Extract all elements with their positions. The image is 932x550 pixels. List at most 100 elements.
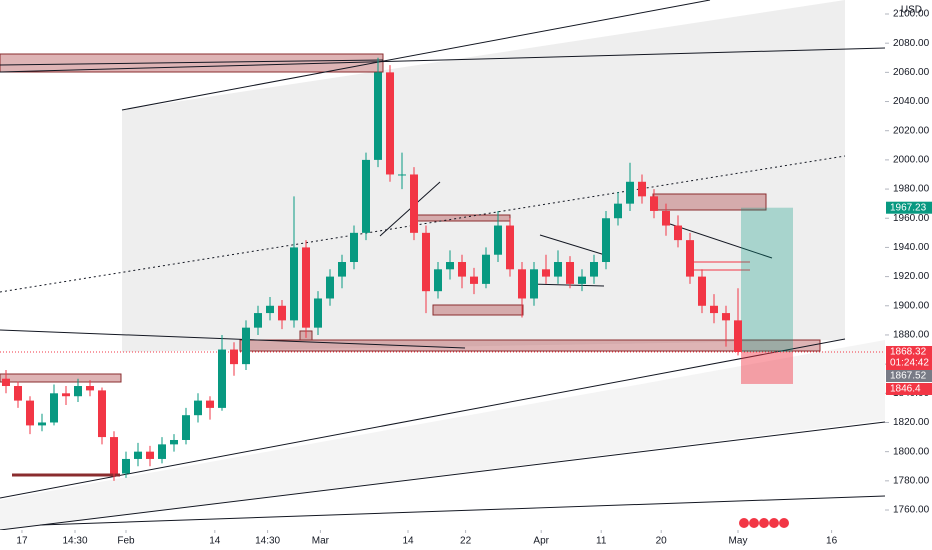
x-tick-label: Apr [533,536,549,547]
trend-line [121,0,711,111]
trend-line [529,283,605,287]
candle-body [158,444,166,459]
candle-body [626,181,634,204]
candle-body [374,72,382,160]
event-flags [739,518,789,528]
trend-line [0,421,886,531]
y-tick-label: 1980.00 [893,184,930,195]
zone [0,373,122,383]
candle-body [314,298,322,328]
candle-body [398,174,406,176]
flag [759,518,769,528]
price-label: 1867.52 [890,371,927,382]
candle-body [338,262,346,277]
flag [779,518,789,528]
countdown: 01:24:42 [890,358,929,369]
x-tick-label: 14:30 [255,536,280,547]
y-tick-label: 1940.00 [893,242,930,253]
y-tick-label: 1920.00 [893,271,930,282]
channel-shade [122,0,845,352]
candle-body [662,210,670,226]
price-label-bg [886,382,932,395]
candle-body [206,400,214,408]
trend-line [39,495,886,526]
candle-body [614,203,622,219]
price-label: 1967.23 [890,202,927,213]
candle-body [230,349,238,365]
candle-body [218,349,226,408]
target-zone [741,207,793,352]
x-tick-label: 14 [402,536,414,547]
candle-body [170,439,178,445]
trend-line [669,223,773,259]
x-tick-label: 20 [656,536,668,547]
zone [239,339,821,352]
price-label-bg [886,201,932,214]
candle-body [2,378,10,387]
candle-body [734,320,742,352]
trend-line [539,234,606,256]
price-axis [885,0,932,550]
price-label-bg [886,369,932,382]
candle-body [590,262,598,277]
candle-body [362,159,370,233]
candle-body [134,451,142,459]
candle-body [434,269,442,292]
x-tick-label: 11 [596,536,607,547]
candle-body [722,313,730,321]
candle-body [494,225,502,255]
trend-line [0,338,846,499]
y-tick-label: 1900.00 [893,300,930,311]
x-tick-label: 22 [460,536,472,547]
x-tick-label: 17 [16,536,28,547]
candle-body [482,254,490,284]
candle-body [638,181,646,197]
y-tick-label: 1780.00 [893,475,930,486]
y-tick-label: 2060.00 [893,67,930,78]
candle-body [422,232,430,292]
lower-shade [0,340,885,530]
trend-line [0,329,466,349]
trend-line [0,59,384,66]
candle-body [698,276,706,306]
flag [739,518,749,528]
candle-body [182,415,190,440]
x-tick-label: Feb [117,536,135,547]
candle-body [254,313,262,328]
price-label-bg [886,345,932,370]
candle-body [530,269,538,299]
y-tick-label: 2100.00 [893,9,930,20]
candle-body [302,247,310,328]
candle-body [386,72,394,175]
price-label: 1846.4 [890,384,921,395]
candle-body [326,276,334,299]
candle-body [14,386,22,401]
trend-line [0,47,886,73]
candle-body [290,247,298,321]
candle-body [566,262,574,284]
candle-body [674,225,682,241]
y-tick-label: 1820.00 [893,417,930,428]
candle-body [578,276,586,284]
candle-body [650,196,658,211]
candle-body [458,262,466,277]
y-tick-label: 1880.00 [893,330,930,341]
zone [652,193,767,211]
candle-body [602,218,610,263]
candle-body [74,386,82,397]
candle-body [38,422,46,426]
flag [749,518,759,528]
currency-label: USD [901,5,922,16]
candle-body [110,437,118,474]
candle-body [554,262,562,277]
candle-body [266,305,274,314]
candle-body [710,305,718,314]
flag [769,518,779,528]
candle-body [506,225,514,270]
price-label: 1868.32 [890,347,927,358]
x-tick-label: 14 [209,536,221,547]
x-tick-label: Mar [312,536,330,547]
y-tick-label: 1800.00 [893,446,930,457]
candle-body [410,174,418,233]
